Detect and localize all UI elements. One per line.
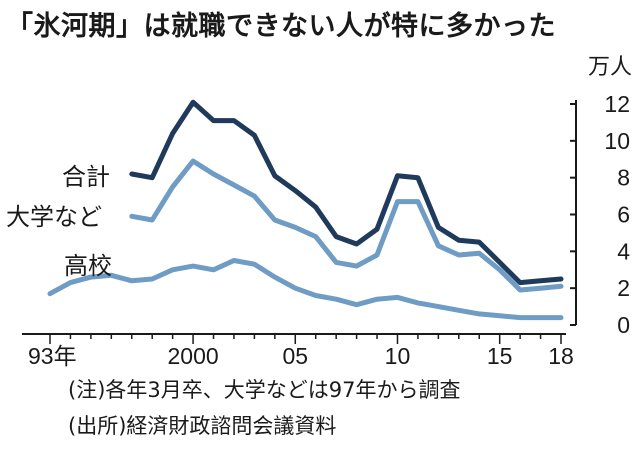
y-tick-label: 4 [617, 238, 630, 264]
x-tick-label: 2000 [167, 343, 218, 369]
x-tick-label: 93年 [28, 343, 77, 369]
y-tick-label: 0 [617, 312, 630, 338]
y-tick-label: 6 [617, 202, 630, 228]
series-line-1 [129, 158, 564, 293]
y-axis: 0 2 4 6 8 10 12 万人 [570, 55, 632, 338]
source: (出所)経済財政諮問会議資料 [68, 414, 337, 438]
series-line-0 [129, 99, 564, 286]
x-tick-label: 18 [548, 343, 574, 369]
series-label: 大学など [6, 203, 102, 231]
x-tick-label: 05 [282, 343, 308, 369]
y-axis-unit: 万人 [588, 55, 632, 80]
series-line-2 [47, 258, 564, 321]
x-axis: 93年 2000 05 10 15 18 [22, 333, 574, 369]
x-tick-label: 15 [487, 343, 513, 369]
chart-title: 「氷河期」は就職できない人が特に多かった [6, 11, 556, 42]
note: (注)各年3月卒、大学などは97年から調査 [68, 378, 461, 402]
x-tick-label: 10 [385, 343, 411, 369]
y-tick-label: 12 [604, 91, 630, 117]
y-tick-label: 2 [617, 275, 630, 301]
series-label: 高校 [64, 252, 112, 280]
y-tick-label: 8 [617, 165, 630, 191]
y-tick-label: 10 [604, 128, 630, 154]
series-label: 合計 [62, 163, 110, 191]
